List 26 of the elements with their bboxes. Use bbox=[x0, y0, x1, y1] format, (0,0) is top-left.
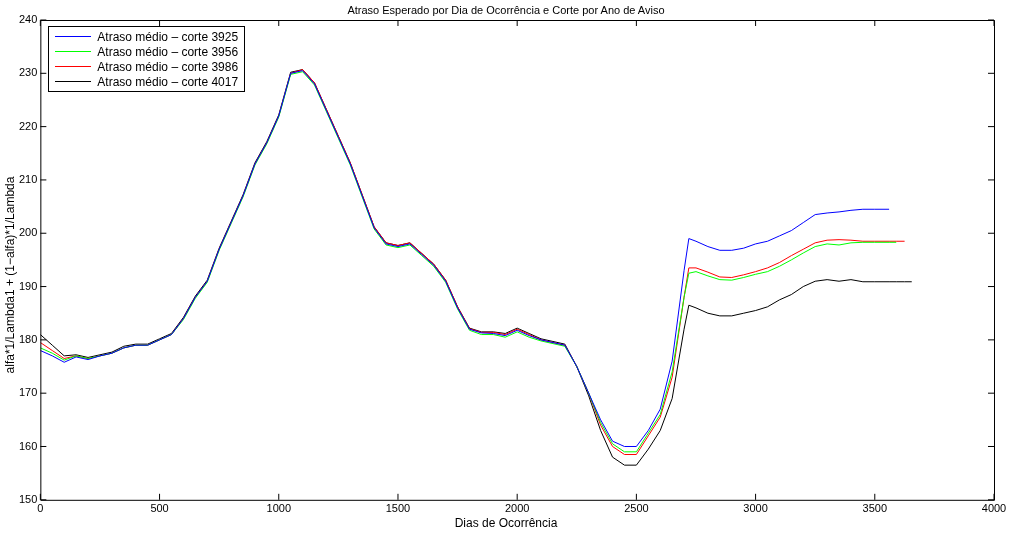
y-tick-label: 160 bbox=[18, 439, 38, 452]
legend-label: Atraso médio – corte 3986 bbox=[97, 59, 239, 74]
legend-label: Atraso médio – corte 3925 bbox=[97, 29, 239, 44]
y-tick-label: 150 bbox=[18, 492, 38, 505]
y-tick-label: 190 bbox=[18, 279, 38, 292]
x-tick-label: 0 bbox=[37, 502, 44, 515]
x-tick-label: 2000 bbox=[504, 502, 530, 515]
legend-label: Atraso médio – corte 4017 bbox=[97, 74, 239, 89]
y-tick-label: 230 bbox=[18, 66, 38, 79]
y-tick-label: 220 bbox=[18, 119, 38, 132]
x-tick-label: 500 bbox=[150, 502, 169, 515]
x-tick-label: 1000 bbox=[266, 502, 292, 515]
y-tick-label: 210 bbox=[18, 172, 38, 185]
x-tick-label: 4000 bbox=[981, 502, 1007, 515]
x-tick-label: 3000 bbox=[743, 502, 768, 515]
y-tick-label: 180 bbox=[18, 332, 38, 345]
x-tick-label: 1500 bbox=[385, 502, 411, 515]
y-tick-label: 170 bbox=[18, 386, 38, 399]
y-tick-label: 240 bbox=[18, 13, 38, 26]
y-tick-label: 200 bbox=[18, 226, 38, 239]
x-tick-label: 2500 bbox=[624, 502, 649, 515]
legend-label: Atraso médio – corte 3956 bbox=[97, 44, 239, 59]
x-axis-title: Dias de Ocorrência bbox=[453, 516, 559, 530]
x-tick-label: 3500 bbox=[862, 502, 888, 515]
chart-title: Atraso Esperado por Dia de Ocorrência e Corte por Ano de Aviso bbox=[347, 4, 665, 16]
y-axis-title: alfa*1/Lambda1 + (1−alfa)*1/Lambda bbox=[3, 175, 17, 376]
